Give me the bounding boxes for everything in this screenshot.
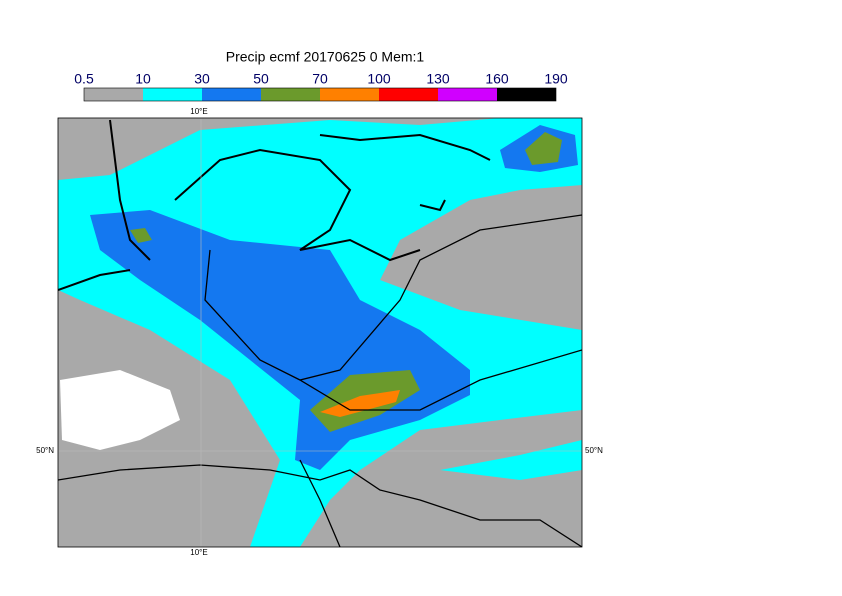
- legend-swatch: [438, 88, 497, 101]
- legend-label: 100: [367, 71, 391, 87]
- precip-green: [525, 132, 562, 165]
- precip-green: [130, 228, 152, 243]
- legend-label: 190: [544, 71, 568, 87]
- legend-label: 50: [253, 71, 269, 87]
- legend-swatch: [202, 88, 261, 101]
- coastline: [58, 119, 491, 291]
- legend-label: 70: [312, 71, 328, 87]
- legend-swatch: [379, 88, 438, 101]
- legend-frame: [83, 87, 557, 102]
- lat-label: 50°N: [585, 446, 603, 455]
- precip-orange: [320, 390, 400, 417]
- legend-swatch: [143, 88, 202, 101]
- border: [58, 214, 582, 547]
- map-title: Precip ecmf 20170625 0 Mem:1: [226, 49, 425, 65]
- lat-label: 50°N: [36, 446, 54, 455]
- no-precip: [60, 370, 180, 450]
- legend-label: 0.5: [74, 71, 94, 87]
- legend-swatch: [261, 88, 320, 101]
- map-area: [58, 118, 582, 547]
- map-frame: [57, 117, 583, 548]
- legend-label: 30: [194, 71, 210, 87]
- lon-label: 10°E: [190, 107, 207, 116]
- legend-swatch: [84, 88, 143, 101]
- lon-label: 10°E: [190, 548, 207, 557]
- colorbar: 0.5 10 30 50 70 100 130 160 190: [74, 71, 568, 102]
- legend-label: 130: [426, 71, 450, 87]
- legend-swatch: [320, 88, 379, 101]
- legend-label: 10: [135, 71, 151, 87]
- legend-swatch: [497, 88, 556, 101]
- legend-label: 160: [485, 71, 509, 87]
- precip-cyan: [440, 440, 582, 480]
